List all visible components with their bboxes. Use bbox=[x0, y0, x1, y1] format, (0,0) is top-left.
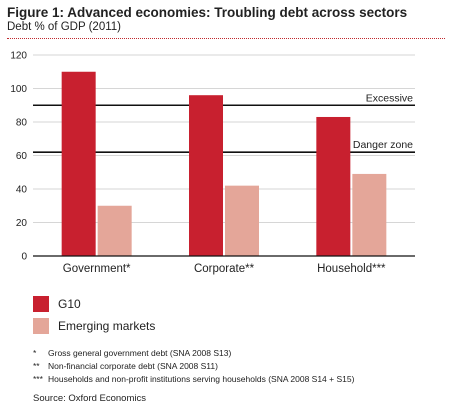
footnote-1: * Gross general government debt (SNA 200… bbox=[33, 348, 231, 358]
x-category-label: Household*** bbox=[317, 263, 386, 275]
legend-label-g10: G10 bbox=[58, 297, 81, 311]
footnote-text: Non-financial corporate debt (SNA 2008 S… bbox=[48, 361, 218, 371]
reference-lines: Excessive Danger zone bbox=[33, 92, 415, 153]
bar-emerging-markets bbox=[97, 205, 132, 256]
x-category-label: Corporate** bbox=[194, 263, 255, 275]
y-tick-label: 40 bbox=[16, 185, 28, 196]
footnote-3: *** Households and non-profit institutio… bbox=[33, 374, 354, 384]
legend-label-emerging-markets: Emerging markets bbox=[58, 319, 156, 333]
legend-swatch-g10 bbox=[33, 296, 49, 312]
y-tick-label: 80 bbox=[16, 118, 28, 129]
bar-g10 bbox=[316, 116, 351, 256]
legend-item-g10: G10 bbox=[33, 295, 81, 313]
bar-emerging-markets bbox=[352, 173, 387, 256]
chart-subtitle: Debt % of GDP (2011) bbox=[7, 21, 121, 33]
footnote-mark: *** bbox=[33, 374, 43, 384]
y-tick-label: 20 bbox=[16, 218, 28, 229]
axes: 0 20 40 60 80 100 120 Government* Corporate** Hou… bbox=[10, 51, 415, 275]
chart-title: Figure 1: Advanced economies: Troubling … bbox=[7, 5, 408, 20]
bar-chart: Excessive Danger zone 0 20 40 60 80 100 120 Gove… bbox=[10, 51, 415, 275]
bar-emerging-markets bbox=[225, 185, 259, 256]
y-tick-label: 120 bbox=[10, 51, 27, 62]
title-divider bbox=[7, 38, 445, 39]
reference-line-label: Danger zone bbox=[353, 139, 413, 151]
bar-g10 bbox=[189, 95, 223, 256]
source-note: Source: Oxford Economics bbox=[33, 393, 146, 404]
footnote-text: Gross general government debt (SNA 2008 … bbox=[48, 348, 232, 358]
y-tick-label: 60 bbox=[16, 151, 28, 162]
bar-g10 bbox=[61, 71, 96, 256]
legend-item-emerging-markets: Emerging markets bbox=[33, 317, 155, 335]
footnote-2: ** Non-financial corporate debt (SNA 200… bbox=[33, 361, 218, 371]
gridlines bbox=[33, 54, 415, 223]
y-tick-label: 0 bbox=[21, 252, 27, 263]
bars bbox=[61, 71, 387, 256]
footnote-mark: ** bbox=[33, 361, 40, 371]
footnote-text: Households and non-profit institutions s… bbox=[48, 374, 355, 384]
x-category-label: Government* bbox=[63, 263, 131, 275]
y-tick-label: 100 bbox=[10, 84, 27, 95]
legend-swatch-emerging-markets bbox=[33, 318, 49, 334]
reference-line-label: Excessive bbox=[366, 92, 413, 104]
footnote-mark: * bbox=[33, 348, 37, 358]
